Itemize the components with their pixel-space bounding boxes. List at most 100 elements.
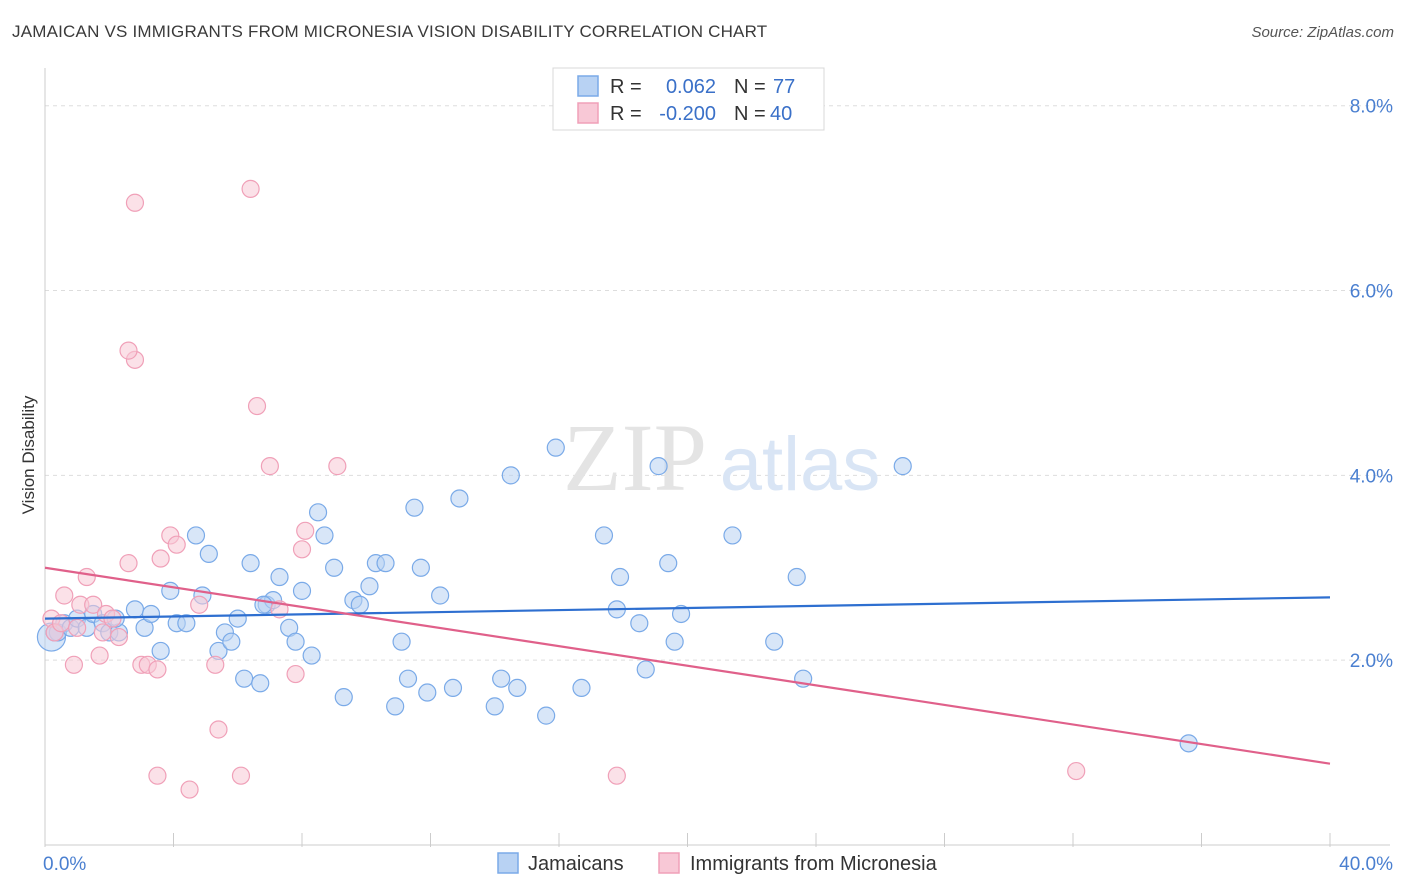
- point-micronesia: [206, 655, 225, 674]
- legend-swatch-jamaicans: [577, 75, 599, 97]
- point-jamaicans: [501, 466, 520, 485]
- series-legend: Jamaicans Immigrants from Micronesia: [497, 852, 938, 875]
- point-micronesia: [90, 646, 109, 665]
- trend-lines: [44, 566, 1331, 765]
- point-jamaicans: [186, 526, 206, 545]
- point-micronesia: [247, 396, 267, 416]
- point-jamaicans: [671, 604, 691, 624]
- point-micronesia: [55, 586, 74, 605]
- legend-n-value-2: 40: [770, 103, 792, 125]
- point-jamaicans: [787, 567, 806, 587]
- point-micronesia: [125, 193, 145, 212]
- point-jamaicans: [251, 674, 270, 693]
- point-jamaicans: [376, 554, 395, 573]
- point-jamaicans: [177, 614, 196, 633]
- trend-line-micronesia: [44, 566, 1331, 765]
- point-jamaicans: [610, 567, 630, 587]
- point-jamaicans: [431, 586, 450, 605]
- legend-r-label-1: R =: [610, 76, 642, 98]
- point-jamaicans: [308, 503, 328, 522]
- point-jamaicans: [386, 697, 405, 716]
- legend-n-label-2: N =: [734, 103, 766, 125]
- point-jamaicans: [411, 558, 430, 577]
- point-jamaicans: [302, 646, 321, 665]
- point-micronesia: [1067, 761, 1086, 781]
- point-micronesia: [292, 540, 312, 559]
- legend-r-label-2: R =: [610, 103, 642, 125]
- point-micronesia: [109, 627, 128, 647]
- point-jamaicans: [125, 600, 145, 619]
- legend-n-value-1: 77: [773, 76, 795, 98]
- legend-r-value-1: 0.062: [666, 76, 716, 98]
- point-jamaicans: [241, 554, 260, 573]
- axes: [44, 68, 1390, 847]
- point-micronesia: [84, 595, 103, 614]
- bottom-legend-swatch-jamaicans: [497, 852, 519, 874]
- point-micronesia: [119, 554, 138, 573]
- tick-labels: 2.0% 4.0% 6.0% 8.0% 0.0% 40.0%: [43, 97, 1393, 875]
- point-jamaicans: [723, 526, 742, 545]
- point-jamaicans: [765, 632, 784, 651]
- point-jamaicans: [630, 614, 649, 633]
- point-jamaicans: [151, 641, 170, 661]
- point-micronesia: [231, 766, 251, 785]
- point-micronesia: [167, 535, 186, 554]
- point-jamaicans: [443, 678, 463, 698]
- bottom-legend-label-jamaicans: Jamaicans: [528, 853, 624, 875]
- point-micronesia: [607, 766, 626, 785]
- point-jamaicans: [492, 669, 511, 688]
- point-jamaicans: [405, 498, 424, 517]
- point-jamaicans: [636, 660, 655, 679]
- point-jamaicans: [222, 632, 241, 651]
- point-micronesia: [241, 179, 260, 198]
- y-tick-label: 6.0%: [1350, 282, 1393, 303]
- point-jamaicans: [325, 558, 344, 577]
- point-micronesia: [119, 341, 138, 360]
- y-tick-label: 4.0%: [1350, 466, 1393, 487]
- legend-r-value-2: -0.200: [659, 103, 716, 125]
- source-label: Source: ZipAtlas.com: [1251, 24, 1394, 41]
- point-jamaicans: [594, 526, 614, 545]
- point-jamaicans: [450, 489, 469, 508]
- point-jamaicans: [286, 632, 305, 651]
- point-jamaicans: [418, 683, 437, 702]
- y-axis-label: Vision Disability: [19, 395, 38, 514]
- point-micronesia: [296, 521, 315, 540]
- legend-swatch-micronesia: [577, 102, 599, 124]
- point-micronesia: [209, 720, 228, 739]
- data-points: [36, 179, 1198, 799]
- chart-title: JAMAICAN VS IMMIGRANTS FROM MICRONESIA V…: [12, 22, 768, 41]
- point-jamaicans: [572, 678, 591, 698]
- watermark: ZIP atlas: [563, 404, 880, 511]
- point-micronesia: [148, 766, 167, 785]
- point-micronesia: [151, 549, 170, 568]
- point-jamaicans: [546, 438, 565, 457]
- point-micronesia: [77, 567, 96, 587]
- point-micronesia: [260, 457, 279, 476]
- point-micronesia: [180, 780, 199, 799]
- point-micronesia: [190, 595, 209, 614]
- point-micronesia: [68, 618, 87, 637]
- y-tick-label: 2.0%: [1350, 651, 1393, 672]
- point-jamaicans: [537, 706, 556, 725]
- point-jamaicans: [254, 595, 273, 614]
- point-micronesia: [64, 655, 84, 674]
- gridlines: [45, 105, 1390, 661]
- point-jamaicans: [199, 544, 218, 564]
- bottom-legend-label-micronesia: Immigrants from Micronesia: [690, 853, 938, 875]
- x-tick-label-min: 0.0%: [43, 854, 86, 875]
- point-jamaicans: [292, 581, 312, 600]
- point-micronesia: [148, 660, 167, 679]
- legend-n-label-1: N =: [734, 76, 766, 98]
- point-jamaicans: [270, 567, 289, 587]
- x-tick-label-max: 40.0%: [1339, 854, 1393, 875]
- point-jamaicans: [235, 669, 254, 688]
- point-jamaicans: [659, 554, 678, 573]
- point-jamaicans: [315, 526, 334, 545]
- point-jamaicans: [360, 577, 379, 596]
- trend-line-jamaicans: [44, 596, 1331, 620]
- point-jamaicans: [392, 632, 411, 651]
- point-jamaicans: [350, 595, 369, 614]
- stats-legend: R = 0.062 N = 77 R = -0.200 N = 40: [552, 67, 825, 131]
